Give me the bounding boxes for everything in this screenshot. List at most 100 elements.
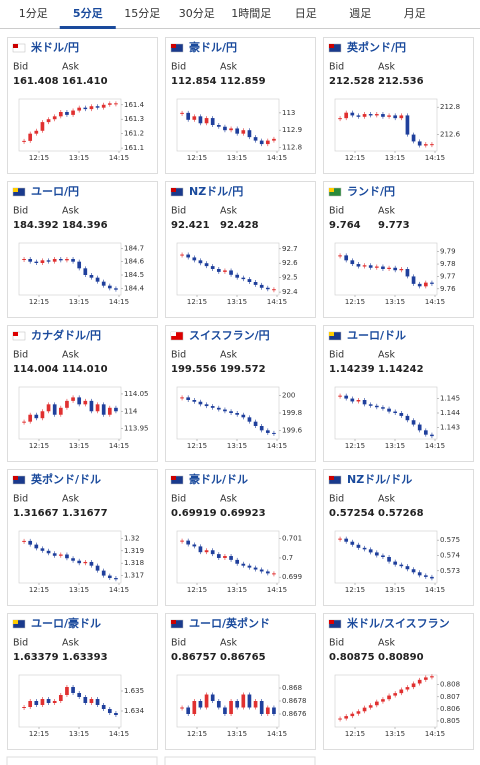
y-tick-label: 92.7 xyxy=(282,245,298,253)
y-tick-label: 114 xyxy=(124,407,138,415)
ask-label: Ask xyxy=(378,350,395,361)
x-tick-label: 14:15 xyxy=(109,730,129,738)
tab[interactable]: 1分足 xyxy=(19,7,48,20)
candle-body xyxy=(58,407,63,415)
candle-body xyxy=(265,287,270,290)
candle-body xyxy=(28,540,33,545)
candle-body xyxy=(22,421,26,423)
bid-label: Bid xyxy=(171,62,186,73)
candle-body xyxy=(40,699,45,705)
candle-body xyxy=(430,576,434,579)
y-tick-label: 92.4 xyxy=(282,288,298,296)
candle-body xyxy=(89,699,94,703)
tab[interactable]: 月足 xyxy=(404,7,426,20)
candle-body xyxy=(423,144,428,146)
candle-body xyxy=(241,130,246,134)
candle-body xyxy=(387,557,391,562)
candle-body xyxy=(210,118,215,125)
y-tick-label: 0.8676 xyxy=(282,710,307,718)
candle-body xyxy=(430,144,434,146)
y-tick-label: 9.78 xyxy=(440,260,456,268)
candle-body xyxy=(387,267,391,269)
candle-body xyxy=(423,575,428,577)
candle-body xyxy=(362,707,367,712)
candle-body xyxy=(350,713,355,717)
candle-body xyxy=(46,119,51,123)
candle-body xyxy=(259,426,264,431)
y-tick-label: 184.5 xyxy=(124,271,144,279)
candle-body xyxy=(114,713,118,715)
candle-body xyxy=(46,260,51,262)
x-tick-label: 13:15 xyxy=(385,586,405,594)
y-tick-label: 199.8 xyxy=(282,409,302,417)
candle-body xyxy=(374,552,379,556)
candle-body xyxy=(423,282,428,287)
candle-body xyxy=(107,575,112,579)
tab[interactable]: 1時間足 xyxy=(231,7,271,20)
candle-body xyxy=(247,694,252,708)
x-tick-label: 12:15 xyxy=(187,586,207,594)
bid-label: Bid xyxy=(13,494,28,505)
candle-body xyxy=(247,417,252,422)
candle-body xyxy=(40,260,45,263)
bid-value: 1.63379 xyxy=(13,652,59,663)
y-tick-label: 0.8678 xyxy=(282,697,307,705)
candle-body xyxy=(46,550,51,554)
candle-body xyxy=(83,268,88,275)
candle-body xyxy=(338,538,342,540)
candle-body xyxy=(77,560,82,564)
x-tick-label: 12:15 xyxy=(29,154,49,162)
flag-mark xyxy=(171,620,176,624)
tab[interactable]: 5分足 xyxy=(73,6,104,20)
x-tick-label: 14:15 xyxy=(267,586,287,594)
ask-label: Ask xyxy=(378,206,395,217)
candle-body xyxy=(350,541,355,545)
candle-body xyxy=(71,110,75,115)
candle-body xyxy=(344,538,349,542)
candle-body xyxy=(253,701,258,708)
candle-body xyxy=(399,269,404,271)
y-tick-label: 161.3 xyxy=(124,115,144,123)
tab[interactable]: 30分足 xyxy=(179,7,215,20)
ask-label: Ask xyxy=(378,62,395,73)
candle-body xyxy=(186,397,191,400)
flag-mark xyxy=(329,332,334,336)
pair-name: 米ドル/円 xyxy=(30,40,79,54)
tab[interactable]: 日足 xyxy=(295,7,317,20)
candle-body xyxy=(204,550,209,553)
candle-body xyxy=(417,424,422,431)
candle-body xyxy=(229,701,233,714)
x-tick-label: 14:15 xyxy=(267,298,287,306)
y-tick-label: 1.319 xyxy=(124,547,144,555)
y-tick-label: 9.77 xyxy=(440,272,456,280)
candle-body xyxy=(362,265,367,267)
candle-body xyxy=(247,130,252,138)
bid-label: Bid xyxy=(13,638,28,649)
tab[interactable]: 15分足 xyxy=(124,7,160,20)
bid-value: 112.854 xyxy=(171,76,217,87)
x-tick-label: 12:15 xyxy=(187,154,207,162)
candle-body xyxy=(34,701,39,705)
candle-body xyxy=(338,395,342,397)
candle-body xyxy=(34,130,39,134)
tab[interactable]: 週足 xyxy=(349,7,371,20)
plot-frame xyxy=(18,98,122,152)
bid-label: Bid xyxy=(329,494,344,505)
x-tick-label: 12:15 xyxy=(345,442,365,450)
ask-value: 9.773 xyxy=(378,220,410,231)
